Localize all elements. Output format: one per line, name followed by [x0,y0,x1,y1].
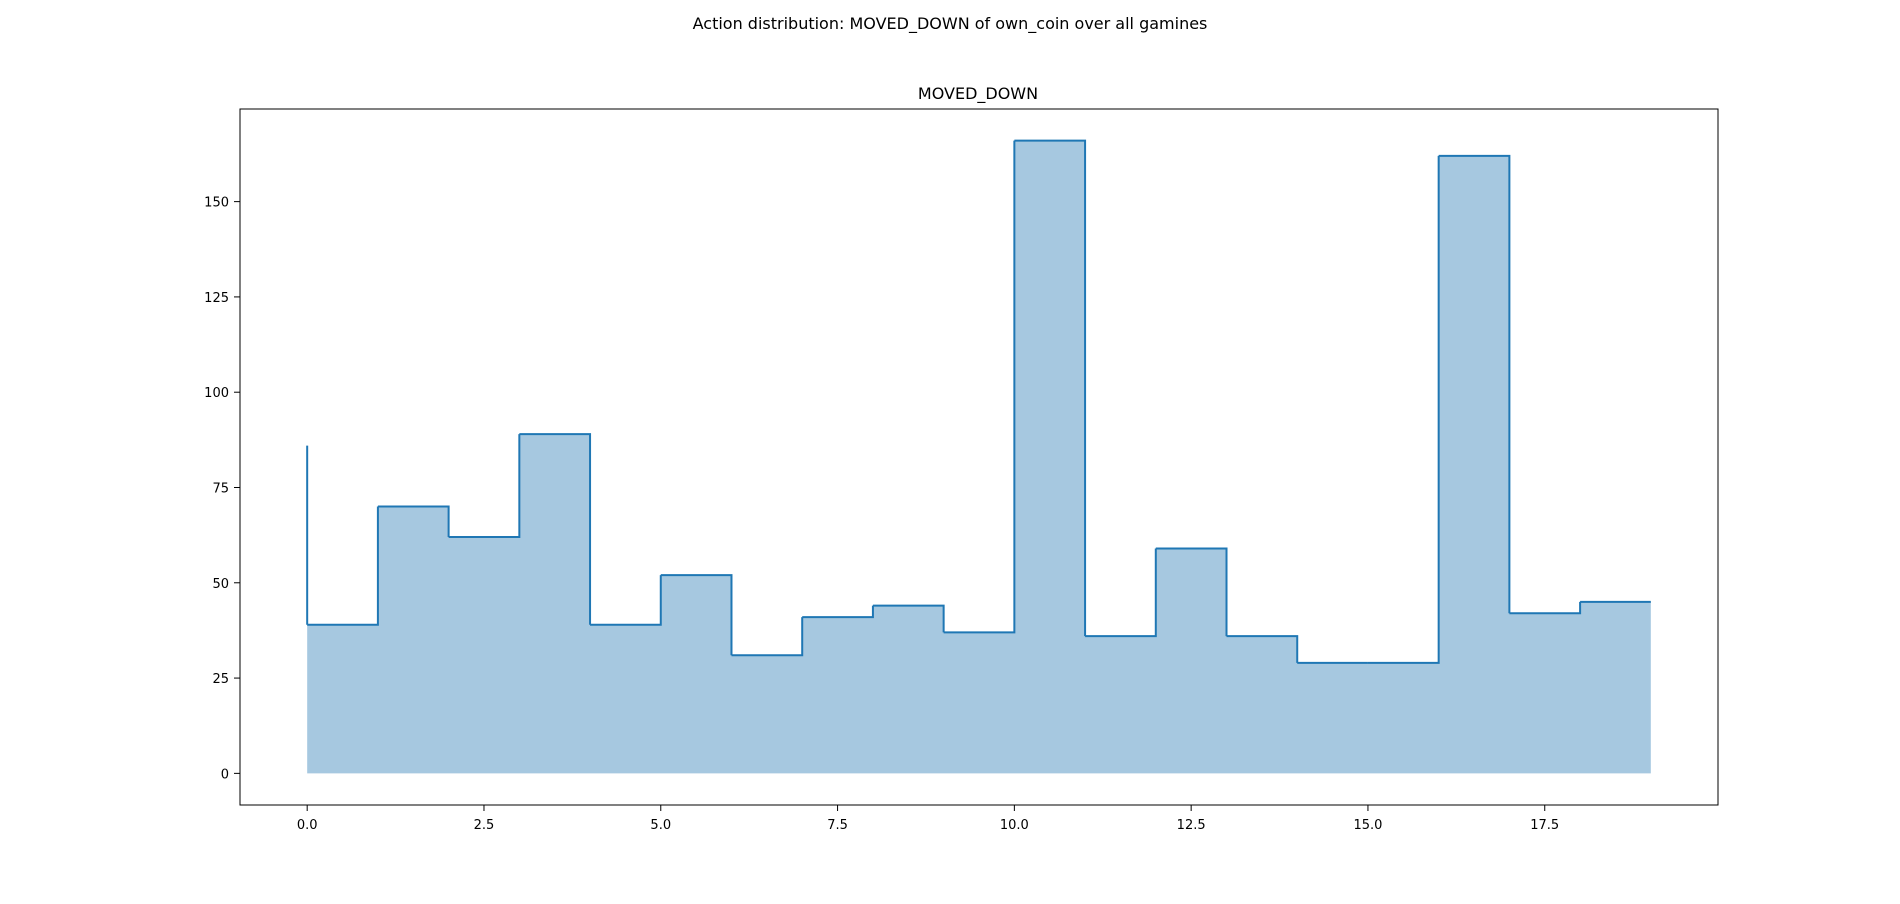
x-tick-label: 0.0 [297,818,318,833]
figure-suptitle: Action distribution: MOVED_DOWN of own_c… [693,14,1208,34]
step-segment-6 [660,574,733,656]
x-tick-label: 15.0 [1353,818,1382,833]
step-segment-10 [943,140,1016,634]
y-tick-label: 50 [212,577,229,592]
step-segment-3 [448,434,521,539]
step-segment-14 [1226,635,1299,663]
plot-area [306,139,1651,774]
chart-title: MOVED_DOWN [918,84,1038,104]
x-tick-label: 7.5 [827,818,848,833]
area-fill [307,140,1651,774]
step-segment-12 [1085,548,1157,638]
step-segment-11 [1014,139,1087,637]
x-axis: 0.0 2.5 5.0 7.5 10.0 12.5 15.0 17.5 [297,805,1559,833]
step-segment-8 [802,605,874,619]
step-segment-9 [872,604,945,633]
step-segment-1 [307,506,379,626]
y-tick-label: 100 [204,386,229,401]
step-segment-16 [1367,155,1440,664]
step-segment-13 [1155,547,1228,637]
x-tick-label: 12.5 [1177,818,1206,833]
y-tick-label: 150 [204,196,229,211]
y-tick-label: 75 [212,481,229,496]
y-tick-label: 125 [204,291,229,306]
x-tick-label: 2.5 [474,818,495,833]
step-segment-4 [519,433,592,625]
step-segment-7 [731,617,804,657]
axes-frame [239,108,1719,806]
x-tick-label: 5.0 [650,818,671,833]
step-segment-5 [590,575,662,626]
y-axis: 0 25 50 75 100 125 150 [204,196,240,782]
y-tick-label: 25 [212,672,229,687]
step-segment-18 [1509,601,1582,615]
step-segment-2 [377,505,450,538]
x-tick-label: 10.0 [1000,818,1029,833]
y-tick-label: 0 [221,767,229,782]
x-tick-label: 17.5 [1530,818,1559,833]
step-segment-17 [1438,154,1511,614]
